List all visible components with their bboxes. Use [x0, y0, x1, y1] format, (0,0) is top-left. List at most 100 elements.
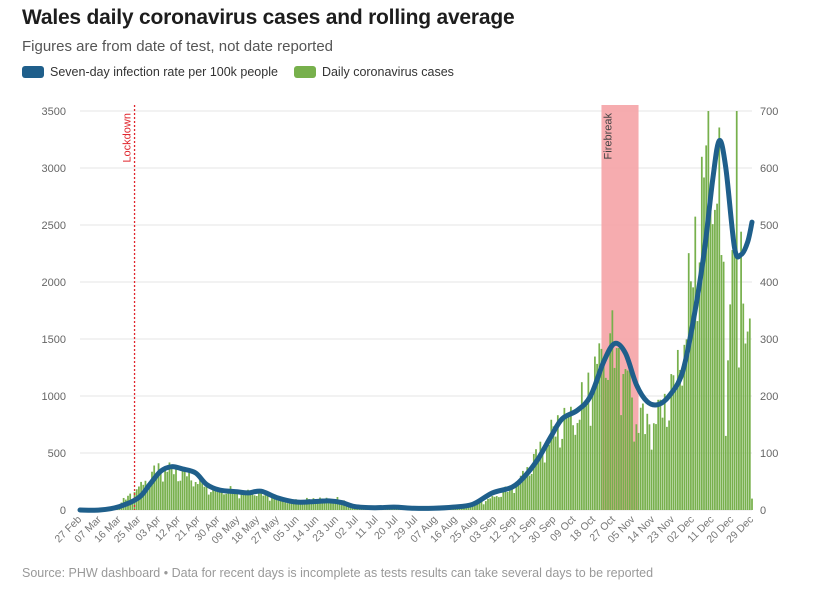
daily-cases-bar — [676, 349, 679, 510]
daily-cases-bar — [722, 261, 725, 510]
daily-cases-bar — [247, 489, 249, 510]
daily-cases-bar — [687, 253, 690, 511]
daily-cases-bar — [613, 367, 616, 510]
daily-cases-bar — [554, 436, 557, 510]
daily-cases-bar — [316, 501, 319, 510]
y-right-tick-label: 700 — [760, 106, 778, 118]
daily-cases-bar — [679, 369, 681, 510]
daily-cases-bar — [170, 465, 173, 510]
daily-cases-bar — [524, 475, 526, 510]
daily-cases-bar — [561, 438, 564, 510]
daily-cases-bar — [587, 372, 590, 510]
daily-cases-bar — [628, 365, 631, 510]
daily-cases-bar — [240, 493, 243, 510]
daily-cases-bar — [598, 343, 601, 510]
daily-cases-bar — [207, 494, 210, 510]
daily-cases-bar — [484, 501, 487, 510]
daily-cases-bar — [565, 415, 568, 510]
y-left-tick-label: 1000 — [42, 391, 66, 403]
daily-cases-bar — [604, 377, 607, 510]
daily-cases-bar — [602, 360, 605, 510]
daily-cases-bar — [657, 399, 660, 510]
daily-cases-bar — [159, 469, 162, 510]
daily-cases-bar — [607, 379, 609, 510]
daily-cases-bar — [502, 491, 505, 510]
daily-cases-bar — [478, 502, 481, 510]
daily-cases-bar — [168, 462, 171, 510]
daily-cases-bar — [644, 434, 646, 510]
daily-cases-bar — [323, 498, 326, 510]
firebreak-band — [601, 105, 639, 510]
daily-cases-bar — [201, 483, 204, 510]
daily-cases-bar — [220, 492, 223, 510]
daily-cases-bar — [258, 492, 260, 510]
chart-legend: Seven-day infection rate per 100k people… — [22, 65, 470, 79]
chart-subtitle: Figures are from date of test, not date … — [22, 38, 334, 55]
daily-cases-bar — [142, 484, 145, 510]
daily-cases-bar — [506, 491, 509, 510]
daily-cases-bar — [740, 231, 742, 510]
daily-cases-bar — [218, 488, 221, 510]
daily-cases-bar — [223, 494, 225, 510]
daily-cases-bar — [532, 453, 535, 510]
daily-cases-bar — [600, 348, 603, 510]
daily-cases-bar — [345, 504, 348, 510]
daily-cases-bar — [234, 491, 236, 510]
daily-cases-bar — [288, 499, 291, 510]
daily-cases-bar — [622, 374, 625, 510]
daily-cases-bar — [528, 475, 531, 510]
daily-cases-bar — [559, 447, 561, 510]
y-left-tick-label: 3000 — [42, 163, 66, 175]
daily-cases-bar — [705, 145, 708, 510]
daily-cases-bar — [172, 474, 175, 510]
daily-cases-bar — [491, 496, 494, 510]
daily-cases-bar — [469, 506, 472, 510]
daily-cases-bar — [729, 304, 732, 510]
daily-cases-bar — [727, 360, 729, 510]
daily-cases-bar — [493, 496, 496, 510]
daily-cases-bar — [546, 443, 548, 510]
daily-cases-bar — [157, 463, 160, 510]
daily-cases-bar — [576, 423, 579, 510]
y-right-tick-label: 100 — [760, 448, 778, 460]
daily-cases-bar — [609, 333, 612, 510]
daily-cases-bar — [744, 343, 747, 510]
daily-cases-bar — [511, 485, 513, 510]
daily-cases-bar — [580, 382, 583, 510]
legend-label-infection-rate: Seven-day infection rate per 100k people — [50, 65, 278, 79]
daily-cases-bar — [181, 468, 184, 510]
daily-cases-bar — [526, 467, 529, 510]
daily-cases-bar — [646, 413, 649, 510]
daily-cases-bar — [556, 415, 559, 510]
legend-item-infection-rate[interactable]: Seven-day infection rate per 100k people — [22, 65, 278, 79]
daily-cases-bar — [297, 500, 300, 510]
legend-item-daily-cases[interactable]: Daily coronavirus cases — [293, 65, 454, 79]
daily-cases-bar — [279, 500, 282, 510]
daily-cases-bar — [236, 489, 238, 510]
daily-cases-bar — [624, 369, 627, 510]
daily-cases-bar — [703, 177, 705, 510]
daily-cases-bar — [631, 397, 633, 510]
daily-cases-bar — [299, 503, 302, 510]
daily-cases-bar — [205, 482, 208, 510]
daily-cases-bar — [731, 250, 734, 511]
daily-cases-bar — [635, 424, 638, 510]
daily-cases-bar — [177, 481, 180, 510]
daily-cases-bar — [164, 469, 166, 510]
daily-cases-bar — [513, 492, 516, 510]
lockdown-label: Lockdown — [122, 113, 134, 163]
daily-cases-bar — [282, 499, 284, 510]
daily-cases-bar — [210, 492, 212, 510]
y-left-tick-label: 0 — [60, 505, 66, 517]
daily-cases-bar — [552, 426, 555, 510]
daily-cases-bar — [751, 498, 753, 510]
daily-cases-bar — [541, 450, 544, 510]
daily-cases-bar — [500, 496, 502, 510]
daily-cases-bar — [319, 497, 321, 510]
daily-cases-bar — [692, 287, 694, 510]
daily-cases-bar — [286, 503, 289, 510]
y-right-tick-label: 0 — [760, 505, 766, 517]
legend-swatch-infection-rate — [22, 66, 44, 78]
daily-cases-bar — [698, 262, 701, 510]
daily-cases-bar — [179, 480, 182, 510]
